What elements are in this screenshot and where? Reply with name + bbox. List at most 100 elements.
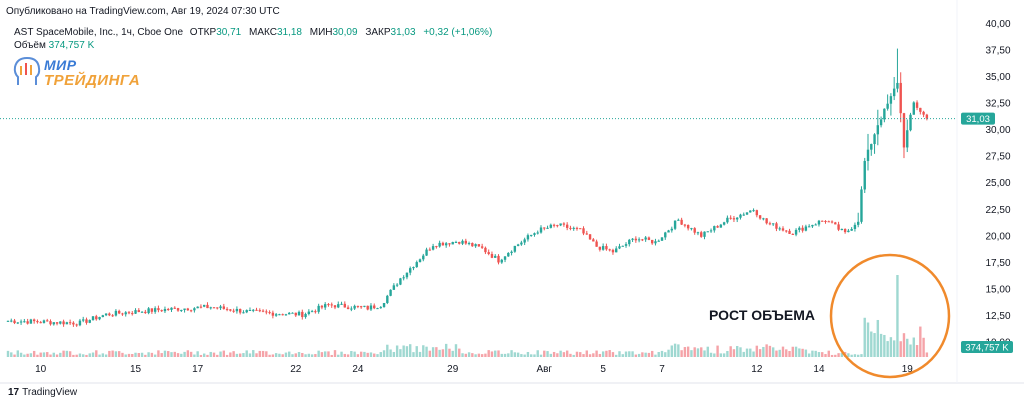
candle-body xyxy=(732,218,736,220)
volume-bar xyxy=(778,349,781,357)
candle-body xyxy=(85,319,88,323)
volume-bar xyxy=(601,351,605,357)
volume-bar xyxy=(327,351,330,357)
volume-bar xyxy=(693,347,696,357)
volume-bar xyxy=(827,350,830,357)
volume-bar xyxy=(850,354,853,357)
candle-body xyxy=(425,249,428,256)
volume-bar xyxy=(830,354,834,357)
candles xyxy=(6,48,929,327)
volume-bar xyxy=(350,350,353,357)
candle-body xyxy=(29,319,33,324)
volume-bar xyxy=(46,352,49,357)
candle-body xyxy=(660,237,664,241)
price-tick-label: 32,50 xyxy=(985,99,1010,110)
volume-bar xyxy=(265,351,268,357)
candle-body xyxy=(709,230,713,232)
volume-label[interactable]: Объём xyxy=(14,40,46,51)
volume-bar xyxy=(196,351,199,357)
candle-body xyxy=(520,242,523,245)
volume-highlight-ellipse xyxy=(829,253,951,379)
candle-body xyxy=(42,320,46,323)
candle-body xyxy=(471,243,474,247)
volume-bar xyxy=(549,353,553,357)
candle-body xyxy=(431,246,435,250)
volume-bar xyxy=(569,353,572,357)
volume-bar xyxy=(628,351,631,357)
tradingview-logo[interactable]: 17 TradingView xyxy=(8,387,77,398)
candle-body xyxy=(778,228,781,230)
volume-bar xyxy=(108,350,111,357)
candle-body xyxy=(615,248,618,253)
candle-body xyxy=(206,304,209,309)
volume-bar xyxy=(621,354,624,357)
volume-bar xyxy=(333,350,337,357)
low-value: 30,09 xyxy=(332,27,358,38)
candle-body xyxy=(680,219,683,225)
time-axis-ticks[interactable]: 10 15 17 22 24 29 Авг 5 7 12 14 19 xyxy=(35,364,913,375)
candle-body xyxy=(219,306,222,309)
candle-body xyxy=(373,305,376,309)
candle-body xyxy=(474,244,477,247)
volume-bar xyxy=(88,353,91,357)
candle-body xyxy=(238,308,242,313)
candle-body xyxy=(415,262,418,268)
candle-body xyxy=(516,244,520,246)
candle-body xyxy=(258,310,261,312)
volume-bar xyxy=(912,337,915,357)
volume-bar xyxy=(713,353,716,357)
volume-bar xyxy=(700,347,703,357)
candle-body xyxy=(317,305,320,312)
candle-body xyxy=(755,210,759,216)
candle-body xyxy=(19,321,23,323)
volume-bar xyxy=(494,350,497,357)
candle-body xyxy=(608,249,611,251)
volume-bar xyxy=(382,350,386,357)
symbol-name[interactable]: AST SpaceMobile, Inc., 1ч, Cboe One xyxy=(14,27,184,38)
candle-body xyxy=(490,253,494,258)
volume-bar xyxy=(59,352,62,357)
volume-bar xyxy=(503,353,507,357)
price-axis-ticks[interactable]: 10,0012,5015,0017,5020,0022,5025,0027,50… xyxy=(985,19,1010,349)
candle-body xyxy=(726,217,729,223)
volume-bar xyxy=(879,333,883,357)
candle-body xyxy=(10,320,13,322)
candle-body xyxy=(170,307,173,310)
published-text: Опубликовано на TradingView.com, Авг 19,… xyxy=(6,6,280,17)
candle-body xyxy=(16,322,20,324)
candle-body xyxy=(696,232,700,234)
candle-body xyxy=(461,240,464,244)
volume-bar xyxy=(153,354,157,357)
candle-body xyxy=(621,245,624,247)
candle-body xyxy=(389,289,392,296)
volume-bar xyxy=(765,344,768,357)
volume-bar xyxy=(409,344,412,357)
candle-body xyxy=(124,312,127,315)
volume-bar xyxy=(101,353,105,357)
volume-bar xyxy=(222,350,226,357)
volume-bar xyxy=(356,354,360,357)
price-tick-label: 35,00 xyxy=(985,72,1010,83)
candle-body xyxy=(892,88,896,97)
volume-bar xyxy=(203,353,206,357)
volume-bar xyxy=(346,354,350,357)
price-tick-label: 15,00 xyxy=(985,284,1010,295)
candle-body xyxy=(438,242,441,247)
candle-body xyxy=(794,229,798,235)
volume-bar xyxy=(817,352,821,357)
candle-body xyxy=(719,224,723,228)
candle-body xyxy=(863,160,866,190)
volume-bar xyxy=(438,349,441,357)
volume-bar xyxy=(431,347,435,357)
candle-body xyxy=(850,228,853,231)
volume-bar xyxy=(477,353,481,357)
candle-body xyxy=(464,240,467,244)
volume-bar xyxy=(487,350,490,357)
time-tick-label: 19 xyxy=(902,364,914,375)
time-tick-label: 22 xyxy=(290,364,302,375)
volume-bar xyxy=(206,354,209,357)
candle-body xyxy=(595,241,598,247)
volume-bar xyxy=(95,350,98,357)
volume-bar xyxy=(922,337,925,357)
